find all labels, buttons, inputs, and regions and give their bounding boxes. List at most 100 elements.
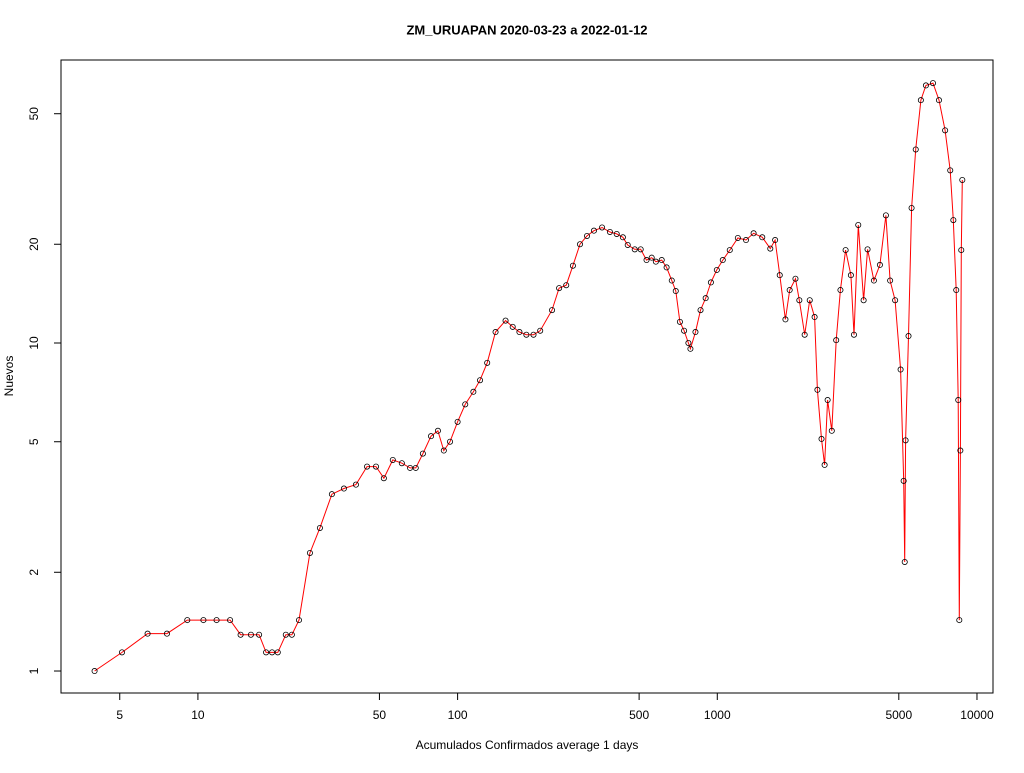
data-point — [144, 630, 151, 637]
data-point — [833, 337, 840, 344]
data-point — [484, 359, 491, 366]
data-point — [213, 617, 220, 624]
data-point — [719, 257, 726, 264]
data-point — [643, 257, 650, 264]
data-point — [398, 460, 405, 467]
data-point — [606, 228, 613, 235]
data-point — [900, 477, 907, 484]
data-point — [953, 287, 960, 294]
data-point — [702, 295, 709, 302]
chart-title: ZM_URUAPAN 2020-03-23 a 2022-01-12 — [406, 22, 647, 37]
data-point — [269, 649, 276, 656]
data-point — [412, 464, 419, 471]
data-point — [801, 331, 808, 338]
data-point — [295, 617, 302, 624]
data-point — [864, 246, 871, 253]
data-point — [882, 212, 889, 219]
data-point — [537, 327, 544, 334]
data-point — [870, 277, 877, 284]
data-point — [892, 297, 899, 304]
data-point — [811, 314, 818, 321]
y-tick-label: 5 — [27, 438, 41, 445]
data-point — [676, 318, 683, 325]
data-point — [782, 316, 789, 323]
data-point — [697, 307, 704, 314]
data-point — [256, 631, 263, 638]
data-point — [887, 277, 894, 284]
y-tick-label: 20 — [27, 237, 41, 251]
data-point — [306, 549, 313, 556]
data-point — [576, 241, 583, 248]
x-tick-label: 500 — [629, 708, 649, 722]
data-point — [530, 331, 537, 338]
x-tick-label: 10 — [191, 708, 205, 722]
data-point — [227, 617, 234, 624]
data-point — [434, 427, 441, 434]
data-point — [549, 307, 556, 314]
data-point — [263, 649, 270, 656]
data-point — [613, 230, 620, 237]
data-point — [658, 257, 665, 264]
data-point — [821, 461, 828, 468]
data-point — [767, 245, 774, 252]
data-point — [316, 524, 323, 531]
data-point — [440, 447, 447, 454]
data-point — [850, 331, 857, 338]
data-point — [950, 217, 957, 224]
data-point — [590, 227, 597, 234]
data-point — [652, 258, 659, 265]
data-point — [876, 261, 883, 268]
data-point — [929, 80, 936, 87]
data-point — [509, 323, 516, 330]
data-line — [94, 82, 963, 672]
data-point — [912, 146, 919, 153]
plot-frame — [60, 59, 994, 694]
data-point — [668, 277, 675, 284]
x-tick-label: 100 — [448, 708, 468, 722]
data-point — [707, 279, 714, 286]
data-point — [955, 397, 962, 404]
data-point — [922, 82, 929, 89]
data-point — [908, 204, 915, 211]
data-point — [340, 485, 347, 492]
data-point — [956, 617, 963, 624]
y-tick-label: 50 — [27, 107, 41, 121]
data-point — [786, 287, 793, 294]
y-axis-label: Nuevos — [2, 356, 16, 397]
data-point — [328, 491, 335, 498]
data-point — [372, 463, 379, 470]
data-point — [523, 331, 530, 338]
data-point — [959, 176, 966, 183]
data-point — [958, 247, 965, 254]
data-point — [847, 272, 854, 279]
data-point — [713, 266, 720, 273]
data-point — [184, 617, 191, 624]
data-point — [599, 224, 606, 231]
data-point — [842, 247, 849, 254]
data-point — [648, 254, 655, 261]
data-point — [619, 234, 626, 241]
data-point — [584, 232, 591, 239]
data-point — [814, 386, 821, 393]
y-tick-label: 2 — [27, 569, 41, 576]
data-point — [901, 558, 908, 565]
data-point — [743, 237, 750, 244]
data-point — [380, 475, 387, 482]
data-point — [502, 317, 509, 324]
data-point — [419, 450, 426, 457]
x-tick-label: 5000 — [885, 708, 912, 722]
data-point — [663, 264, 670, 271]
data-point — [428, 433, 435, 440]
data-point — [828, 427, 835, 434]
data-point — [776, 272, 783, 279]
data-point — [806, 297, 813, 304]
data-point — [407, 464, 414, 471]
data-point — [687, 345, 694, 352]
data-point — [274, 649, 281, 656]
x-tick-label: 5 — [116, 708, 123, 722]
data-point — [681, 327, 688, 334]
data-point — [563, 282, 570, 289]
data-point — [447, 438, 454, 445]
y-tick-label: 1 — [27, 667, 41, 674]
